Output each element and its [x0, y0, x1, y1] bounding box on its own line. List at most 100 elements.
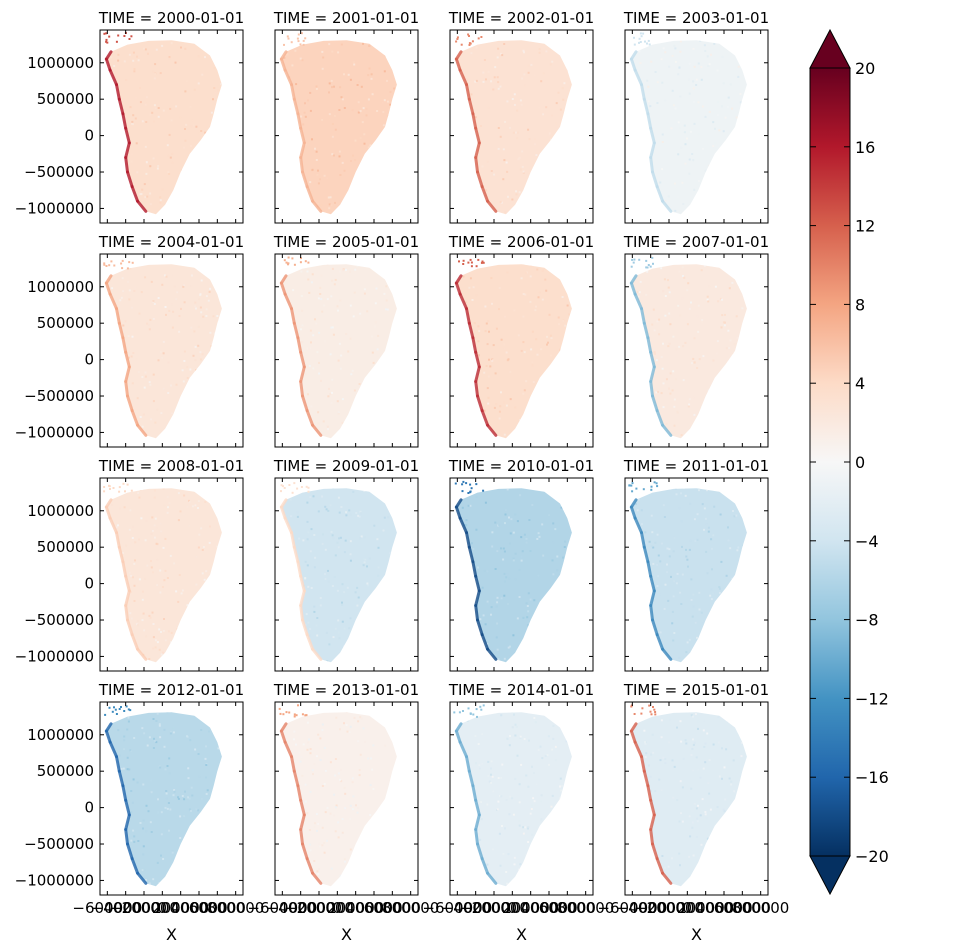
- panel-title: TIME = 2000-01-01: [98, 9, 244, 27]
- ice-sheet-field: [106, 712, 222, 887]
- ice-sheet-field: [106, 40, 222, 215]
- x-axis-label: X: [516, 925, 527, 944]
- y-tick-label: −500000: [24, 163, 94, 181]
- ice-sheet-field: [631, 40, 747, 215]
- panel-title: TIME = 2013-01-01: [273, 681, 419, 699]
- ice-sheet-field: [281, 264, 397, 439]
- panel: TIME = 2007-01-01: [623, 233, 769, 448]
- panel-title: TIME = 2014-01-01: [448, 681, 594, 699]
- panel-frame: [624, 701, 769, 896]
- panel-title: TIME = 2006-01-01: [448, 233, 594, 251]
- y-tick-label: −1000000: [15, 647, 94, 665]
- ice-sheet-field: [456, 40, 572, 215]
- margin-anomaly: [104, 705, 148, 885]
- ice-sheet-field: [281, 40, 397, 215]
- panel-title: TIME = 2002-01-01: [448, 9, 594, 27]
- x-axis-label: X: [341, 925, 352, 944]
- panel-title: TIME = 2012-01-01: [98, 681, 244, 699]
- y-tick-label: 0: [84, 127, 94, 145]
- x-tick-label: 600000: [364, 899, 421, 917]
- x-tick-label: 400000: [345, 899, 402, 917]
- x-tick-label: −200000: [109, 899, 179, 917]
- panel: TIME = 2003-01-01: [623, 9, 769, 224]
- colorbar-tick-label: 20: [855, 59, 875, 78]
- x-tick-label: 800000: [732, 899, 789, 917]
- y-tick-label: 0: [84, 575, 94, 593]
- x-axis-label: X: [691, 925, 702, 944]
- x-tick-label: 200000: [327, 899, 384, 917]
- x-tick-label: 800000: [557, 899, 614, 917]
- panel: TIME = 2006-01-01: [448, 233, 594, 448]
- panel-frame: [274, 29, 419, 224]
- panel-title: TIME = 2003-01-01: [623, 9, 769, 27]
- y-tick-label: 0: [84, 799, 94, 817]
- panel-title: TIME = 2010-01-01: [448, 457, 594, 475]
- panel-frame: [274, 701, 419, 896]
- x-tick-label: −400000: [91, 899, 161, 917]
- panel-frame: [99, 477, 244, 672]
- colorbar-tick-label: −12: [855, 689, 889, 708]
- x-tick-label: 200000: [502, 899, 559, 917]
- x-tick-label: −600000: [422, 899, 492, 917]
- y-tick-label: −1000000: [15, 423, 94, 441]
- x-tick-label: 0: [158, 899, 168, 917]
- x-tick-label: −600000: [72, 899, 142, 917]
- x-tick-label: −200000: [284, 899, 354, 917]
- x-tick-label: −200000: [634, 899, 704, 917]
- x-tick-label: 0: [508, 899, 518, 917]
- panel: TIME = 2004-01-01 1000000 500000 0 −500000 −1…: [15, 233, 244, 448]
- panel-frame: [99, 29, 244, 224]
- x-tick-label: −200000: [459, 899, 529, 917]
- panel-frame: [624, 253, 769, 448]
- x-tick-label: 200000: [152, 899, 209, 917]
- y-tick-label: −500000: [24, 387, 94, 405]
- y-tick-label: 500000: [37, 90, 94, 108]
- margin-anomaly: [628, 481, 673, 661]
- panel-frame: [99, 253, 244, 448]
- panel: TIME = 2010-01-01: [448, 457, 594, 672]
- panel-frame: [274, 253, 419, 448]
- ice-sheet-field: [281, 712, 397, 887]
- colorbar-tick-label: −20: [855, 847, 889, 866]
- y-tick-label: −500000: [24, 835, 94, 853]
- margin-anomaly: [103, 259, 148, 437]
- colorbar-extend-min: [809, 855, 851, 896]
- panel: TIME = 2013-01-01 −600000−400000−20000002…: [247, 681, 439, 944]
- panel-title: TIME = 2015-01-01: [623, 681, 769, 699]
- margin-anomaly: [629, 256, 673, 437]
- panel-frame: [99, 701, 244, 896]
- ice-sheet-field: [281, 488, 397, 663]
- y-tick-label: −1000000: [15, 871, 94, 889]
- x-tick-label: −400000: [616, 899, 686, 917]
- colorbar-tick-label: 0: [855, 453, 865, 472]
- ice-sheet-field: [631, 264, 747, 439]
- panel-title: TIME = 2008-01-01: [98, 457, 244, 475]
- margin-anomaly: [279, 32, 323, 213]
- panel-title: TIME = 2011-01-01: [623, 457, 769, 475]
- margin-anomaly: [279, 256, 323, 437]
- colorbar-tick-label: 8: [855, 295, 865, 314]
- colorbar-tick-label: 4: [855, 374, 865, 393]
- colorbar-tick-label: 12: [855, 217, 875, 236]
- panel: TIME = 2009-01-01: [273, 457, 419, 672]
- y-tick-label: 1000000: [27, 502, 94, 520]
- x-tick-label: 800000: [382, 899, 439, 917]
- panel-frame: [449, 701, 594, 896]
- x-tick-label: 600000: [189, 899, 246, 917]
- colorbar-extend-max: [809, 28, 851, 69]
- panel-title: TIME = 2004-01-01: [98, 233, 244, 251]
- colorbar-tick-label: −8: [855, 611, 879, 630]
- panel-frame: [449, 253, 594, 448]
- x-tick-label: 200000: [677, 899, 734, 917]
- margin-anomaly: [454, 480, 498, 661]
- panel-grid: TIME = 2000-01-01 1000000 500000 0 −500000 −1…: [15, 9, 790, 944]
- x-tick-label: −400000: [266, 899, 336, 917]
- margin-anomaly: [103, 32, 148, 213]
- panel-frame: [624, 477, 769, 672]
- panel-title: TIME = 2007-01-01: [623, 233, 769, 251]
- y-tick-label: 1000000: [27, 726, 94, 744]
- x-tick-label: 0: [683, 899, 693, 917]
- margin-anomaly: [103, 482, 148, 661]
- colorbar-tick-label: −4: [855, 532, 879, 551]
